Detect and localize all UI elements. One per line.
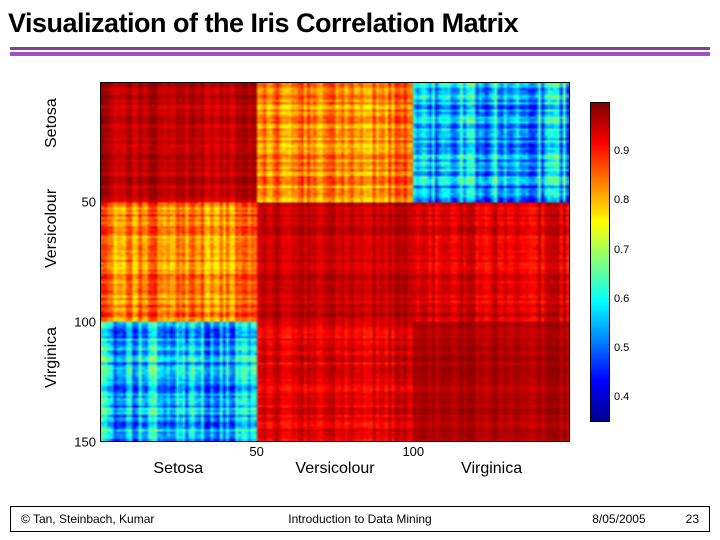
y-axis-ticks: 50 100 150 xyxy=(70,82,100,442)
footer-page: 23 xyxy=(686,512,699,526)
rule-line-1 xyxy=(10,47,710,50)
y-axis-labels: Setosa Versicolour Virginica xyxy=(40,82,64,442)
colorbar-tick: 0.6 xyxy=(614,293,629,305)
slide-title: Visualization of the Iris Correlation Ma… xyxy=(0,0,720,43)
colorbar-tick: 0.4 xyxy=(614,391,629,403)
colorbar-tick: 0.7 xyxy=(614,244,629,256)
colorbar-tick: 0.5 xyxy=(614,342,629,354)
colorbar-tick: 0.9 xyxy=(614,145,629,157)
chart-area: Setosa Versicolour Virginica 50 100 150 … xyxy=(0,62,720,482)
colorbar-canvas xyxy=(591,103,609,421)
y-tick-50: 50 xyxy=(82,195,96,210)
x-axis-labels: Setosa Versicolour Virginica xyxy=(100,460,570,482)
footer-bar: © Tan, Steinbach, Kumar Introduction to … xyxy=(10,506,710,532)
footer-date: 8/05/2005 xyxy=(592,512,645,526)
colorbar-tick: 0.8 xyxy=(614,194,629,206)
rule-line-2 xyxy=(10,52,710,56)
x-tick-50: 50 xyxy=(249,444,263,459)
x-label-versicolour: Versicolour xyxy=(295,460,374,478)
x-label-setosa: Setosa xyxy=(153,460,203,478)
footer-center: Introduction to Data Mining xyxy=(288,512,431,526)
colorbar-ticks: 0.4 0.5 0.6 0.7 0.8 0.9 xyxy=(614,102,654,422)
colorbar-frame xyxy=(590,102,610,422)
y-tick-100: 100 xyxy=(74,315,96,330)
slide-root: Visualization of the Iris Correlation Ma… xyxy=(0,0,720,540)
y-label-setosa: Setosa xyxy=(43,124,61,148)
x-tick-100: 100 xyxy=(402,444,424,459)
y-tick-150: 150 xyxy=(74,435,96,450)
y-label-versicolour: Versicolour xyxy=(43,244,61,268)
title-rule xyxy=(10,47,710,56)
heatmap-frame xyxy=(100,82,570,442)
heatmap-canvas xyxy=(101,83,569,441)
y-label-virginica: Virginica xyxy=(43,364,61,388)
footer-left: © Tan, Steinbach, Kumar xyxy=(21,512,154,526)
x-label-virginica: Virginica xyxy=(461,460,522,478)
